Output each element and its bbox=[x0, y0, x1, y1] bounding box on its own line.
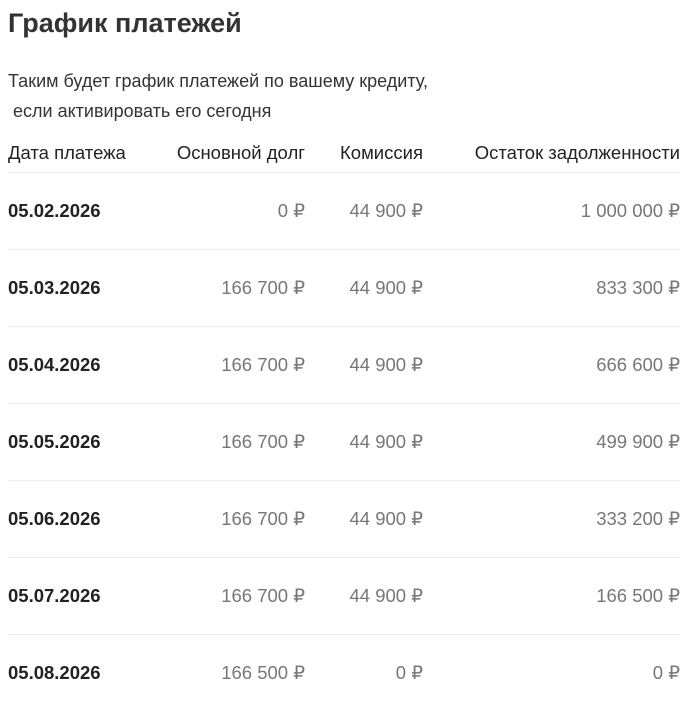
table-row: 05.05.2026 166 700 ₽44 900 ₽499 900 ₽ bbox=[8, 403, 680, 481]
cell-balance: 833 300 ₽ bbox=[423, 249, 680, 327]
table-row: 05.06.2026 166 700 ₽44 900 ₽333 200 ₽ bbox=[8, 480, 680, 558]
subtitle-line-1: Таким будет график платежей по вашему кр… bbox=[8, 71, 428, 91]
cell-principal: 166 700 ₽ bbox=[148, 480, 305, 558]
cell-principal: 166 700 ₽ bbox=[148, 403, 305, 481]
subtitle: Таким будет график платежей по вашему кр… bbox=[8, 66, 428, 126]
cell-date: 05.02.2026 bbox=[8, 172, 148, 250]
cell-balance: 166 500 ₽ bbox=[423, 557, 680, 635]
cell-date: 05.04.2026 bbox=[8, 326, 148, 404]
cell-principal: 166 500 ₽ bbox=[148, 634, 305, 711]
schedule-table: Дата платежа Основной долг Комиссия Оста… bbox=[8, 134, 680, 711]
header-principal: Основной долг bbox=[176, 142, 305, 163]
cell-date: 05.08.2026 bbox=[8, 634, 148, 711]
subtitle-line-2: если активировать его сегодня bbox=[8, 101, 272, 121]
cell-date: 05.05.2026 bbox=[8, 403, 148, 481]
cell-commission: 44 900 ₽ bbox=[305, 557, 423, 635]
table-row: 05.02.2026 0 ₽44 900 ₽1 000 000 ₽ bbox=[8, 172, 680, 250]
cell-principal: 166 700 ₽ bbox=[148, 557, 305, 635]
cell-principal: 166 700 ₽ bbox=[148, 249, 305, 327]
cell-balance: 499 900 ₽ bbox=[423, 403, 680, 481]
header-date: Дата платежа bbox=[8, 142, 126, 163]
table-row: 05.03.2026 166 700 ₽44 900 ₽833 300 ₽ bbox=[8, 249, 680, 327]
cell-commission: 44 900 ₽ bbox=[305, 249, 423, 327]
page-title: График платежей bbox=[8, 8, 242, 38]
cell-date: 05.03.2026 bbox=[8, 249, 148, 327]
header-commission: Комиссия bbox=[340, 142, 423, 163]
cell-date: 05.07.2026 bbox=[8, 557, 148, 635]
cell-commission: 44 900 ₽ bbox=[305, 326, 423, 404]
cell-date: 05.06.2026 bbox=[8, 480, 148, 558]
cell-commission: 44 900 ₽ bbox=[305, 403, 423, 481]
cell-principal: 166 700 ₽ bbox=[148, 326, 305, 404]
table-header: Дата платежа Основной долг Комиссия Оста… bbox=[8, 134, 680, 173]
header-balance: Остаток задолженности bbox=[474, 142, 680, 163]
cell-balance: 666 600 ₽ bbox=[423, 326, 680, 404]
cell-commission: 0 ₽ bbox=[305, 634, 423, 711]
table-row: 05.04.2026 166 700 ₽44 900 ₽666 600 ₽ bbox=[8, 326, 680, 404]
cell-balance: 0 ₽ bbox=[423, 634, 680, 711]
cell-commission: 44 900 ₽ bbox=[305, 480, 423, 558]
table-row: 05.08.2026 166 500 ₽0 ₽0 ₽ bbox=[8, 634, 680, 711]
cell-commission: 44 900 ₽ bbox=[305, 172, 423, 250]
cell-balance: 333 200 ₽ bbox=[423, 480, 680, 558]
table-row: 05.07.2026 166 700 ₽44 900 ₽166 500 ₽ bbox=[8, 557, 680, 635]
cell-principal: 0 ₽ bbox=[148, 172, 305, 250]
cell-balance: 1 000 000 ₽ bbox=[423, 172, 680, 250]
